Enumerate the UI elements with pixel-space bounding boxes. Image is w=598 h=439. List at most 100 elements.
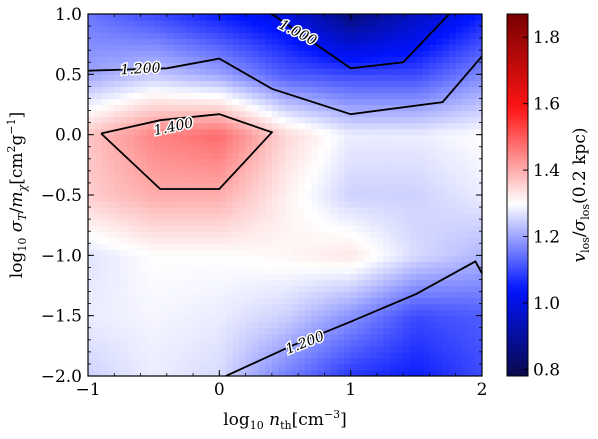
heatmap-cell: [390, 68, 398, 75]
heatmap-cell: [370, 273, 378, 281]
heatmap-cell: [219, 134, 227, 142]
heatmap-cell: [311, 207, 319, 214]
heatmap-cell: [278, 62, 286, 69]
heatmap-cell: [232, 68, 240, 75]
heatmap-cell: [199, 92, 207, 100]
heatmap-cell: [370, 140, 378, 148]
heatmap-cell: [396, 273, 404, 281]
heatmap-cell: [271, 285, 280, 293]
heatmap-cell: [88, 363, 96, 371]
heatmap-cell: [166, 110, 174, 118]
heatmap-cell: [127, 38, 135, 45]
heatmap-cell: [324, 20, 332, 27]
heatmap-cell: [225, 146, 234, 154]
heatmap-cell: [298, 182, 306, 190]
heatmap-cell: [186, 321, 194, 329]
heatmap-cell: [278, 351, 286, 359]
heatmap-cell: [317, 170, 325, 178]
heatmap-cell: [390, 32, 398, 39]
heatmap-cell: [337, 68, 345, 75]
heatmap-cell: [94, 351, 102, 359]
heatmap-cell: [436, 213, 444, 220]
heatmap-cell: [285, 50, 293, 57]
heatmap-cell: [337, 261, 345, 268]
heatmap-cell: [225, 182, 234, 190]
heatmap-cell: [225, 92, 234, 100]
heatmap-cell: [258, 176, 266, 184]
heatmap-cell: [114, 32, 122, 39]
heatmap-cell: [193, 237, 201, 244]
heatmap-cell: [160, 261, 168, 268]
heatmap-cell: [304, 213, 312, 220]
heatmap-cell: [376, 110, 385, 118]
heatmap-cell: [239, 201, 247, 208]
heatmap-cell: [114, 122, 122, 130]
heatmap-cell: [291, 285, 299, 293]
heatmap-cell: [330, 164, 339, 172]
heatmap-cell: [271, 98, 280, 106]
heatmap-cell: [350, 369, 358, 376]
heatmap-cell: [88, 146, 96, 154]
heatmap-cell: [422, 182, 431, 190]
heatmap-cell: [101, 98, 109, 106]
heatmap-cell: [337, 98, 345, 106]
heatmap-cell: [285, 44, 293, 51]
heatmap-cell: [455, 32, 463, 39]
heatmap-cell: [383, 225, 391, 232]
heatmap-cell: [298, 140, 306, 148]
heatmap-cell: [442, 357, 450, 365]
heatmap-cell: [107, 26, 115, 33]
heatmap-cell: [114, 207, 122, 214]
heatmap-cell: [422, 140, 431, 148]
heatmap-cell: [304, 68, 312, 75]
heatmap-cell: [120, 219, 128, 226]
heatmap-cell: [252, 38, 260, 45]
heatmap-cell: [166, 38, 174, 45]
heatmap-cell: [475, 146, 482, 154]
heatmap-cell: [317, 152, 325, 160]
heatmap-cell: [337, 26, 345, 33]
heatmap-cell: [239, 80, 247, 87]
heatmap-cell: [147, 56, 155, 63]
heatmap-cell: [107, 98, 115, 106]
heatmap-cell: [199, 86, 207, 94]
heatmap-cell: [416, 279, 424, 287]
heatmap-cell: [311, 14, 319, 21]
heatmap-cell: [436, 237, 444, 244]
heatmap-cell: [206, 92, 214, 100]
heatmap-cell: [193, 225, 201, 232]
heatmap-cell: [120, 303, 128, 311]
heatmap-cell: [304, 327, 312, 335]
heatmap-cell: [278, 279, 286, 287]
heatmap-cell: [311, 351, 319, 359]
heatmap-cell: [94, 297, 102, 305]
heatmap-cell: [285, 207, 293, 214]
heatmap-cell: [285, 62, 293, 69]
heatmap-cell: [449, 213, 457, 220]
heatmap-cell: [436, 170, 444, 178]
heatmap-cell: [232, 213, 240, 220]
heatmap-cell: [370, 182, 378, 190]
heatmap-cell: [311, 273, 319, 281]
heatmap-cell: [383, 195, 391, 202]
heatmap-cell: [337, 207, 345, 214]
heatmap-cell: [252, 291, 260, 299]
heatmap-cell: [344, 207, 352, 214]
heatmap-cell: [219, 56, 227, 63]
heatmap-cell: [239, 309, 247, 317]
heatmap-cell: [88, 32, 96, 39]
heatmap-cell: [147, 213, 155, 220]
heatmap-cell: [245, 140, 253, 148]
heatmap-cell: [337, 231, 345, 238]
heatmap-cell: [468, 86, 477, 94]
heatmap-cell: [298, 195, 306, 202]
heatmap-cell: [193, 86, 201, 94]
heatmap-cell: [455, 201, 463, 208]
heatmap-cell: [337, 122, 345, 130]
heatmap-cell: [317, 14, 325, 21]
heatmap-cell: [370, 279, 378, 287]
heatmap-cell: [475, 116, 482, 124]
heatmap-cell: [363, 195, 371, 202]
heatmap-cell: [120, 237, 128, 244]
heatmap-cell: [140, 333, 148, 341]
